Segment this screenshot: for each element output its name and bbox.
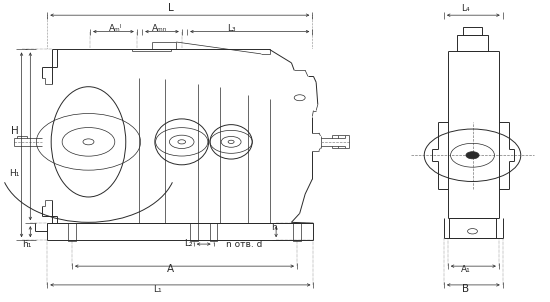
Bar	[449, 218, 496, 238]
Text: H: H	[10, 127, 18, 137]
Bar	[68, 223, 76, 240]
Text: L: L	[168, 3, 174, 13]
Text: n отв. d: n отв. d	[226, 240, 262, 249]
Circle shape	[466, 152, 479, 159]
Text: A₁: A₁	[461, 265, 471, 274]
Bar	[457, 34, 488, 51]
Text: Aₘᴵ: Aₘᴵ	[109, 24, 123, 33]
Text: Aₘₙ: Aₘₙ	[152, 24, 168, 33]
Bar	[190, 223, 197, 240]
Text: L₂: L₂	[184, 239, 192, 248]
Text: L₃: L₃	[227, 24, 235, 33]
Text: L₁: L₁	[153, 285, 161, 294]
Bar	[463, 27, 482, 34]
Text: h: h	[271, 223, 277, 232]
Text: B: B	[463, 284, 470, 294]
Text: A: A	[167, 264, 174, 274]
Text: L₄: L₄	[461, 4, 470, 13]
Bar	[210, 223, 217, 240]
Text: H₁: H₁	[9, 169, 20, 178]
Bar	[293, 223, 301, 240]
Text: h₁: h₁	[23, 239, 32, 249]
